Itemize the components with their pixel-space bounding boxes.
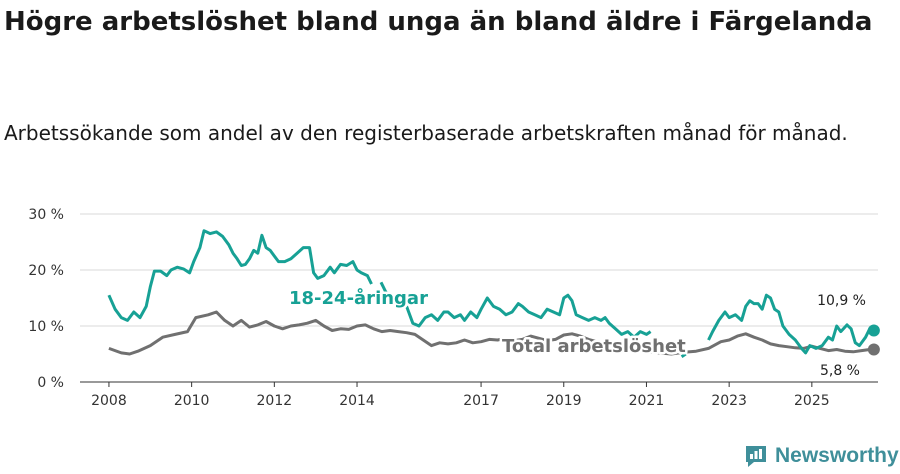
x-tick-label: 2021 [629, 393, 665, 409]
x-tick-label: 2025 [794, 393, 830, 409]
newsworthy-logo-icon [746, 446, 766, 467]
series-label-youth-halo: 18-24-åringar [289, 287, 428, 309]
newsworthy-logo: Newsworthy [743, 440, 899, 472]
x-tick-label: 2010 [174, 393, 210, 409]
x-tick-label: 2019 [546, 393, 582, 409]
y-tick-label: 10 % [28, 319, 64, 335]
end-value-youth-halo: 10,9 % [817, 293, 866, 309]
y-tick-label: 30 % [28, 207, 64, 223]
x-tick-label: 2012 [257, 393, 293, 409]
series-label-youth: 18-24-åringar [289, 287, 428, 309]
x-tick-label: 2014 [339, 393, 375, 409]
end-value-total: 5,8 % [820, 363, 860, 379]
brand-name: Newsworthy [775, 444, 899, 467]
end-value-total-halo: 5,8 % [820, 363, 860, 379]
series-line-youth [707, 293, 875, 355]
end-value-youth: 10,9 % [817, 293, 866, 309]
x-tick-label: 2023 [711, 393, 747, 409]
series-endpoint-total [867, 343, 880, 356]
chart-title: Högre arbetslöshet bland unga än bland ä… [4, 7, 873, 37]
y-tick-label: 20 % [28, 263, 64, 279]
series-label-total: Total arbetslöshet [502, 336, 686, 357]
x-tick-label: 2017 [463, 393, 499, 409]
series-endpoint-youth [867, 324, 880, 337]
series-line-youth [379, 281, 652, 339]
series-line-total [108, 310, 874, 356]
y-tick-label: 0 % [37, 375, 64, 391]
x-tick-label: 2008 [91, 393, 127, 409]
chart-subtitle: Arbetssökande som andel av den registerb… [4, 121, 848, 145]
line-chart: 0 % 10 % 20 % 30 % 2008 2010 2012 2014 2017 2019 2… [28, 207, 880, 409]
series-line-youth [680, 352, 687, 359]
series-label-total-halo: Total arbetslöshet [502, 336, 686, 357]
series-line-youth [107, 229, 373, 322]
